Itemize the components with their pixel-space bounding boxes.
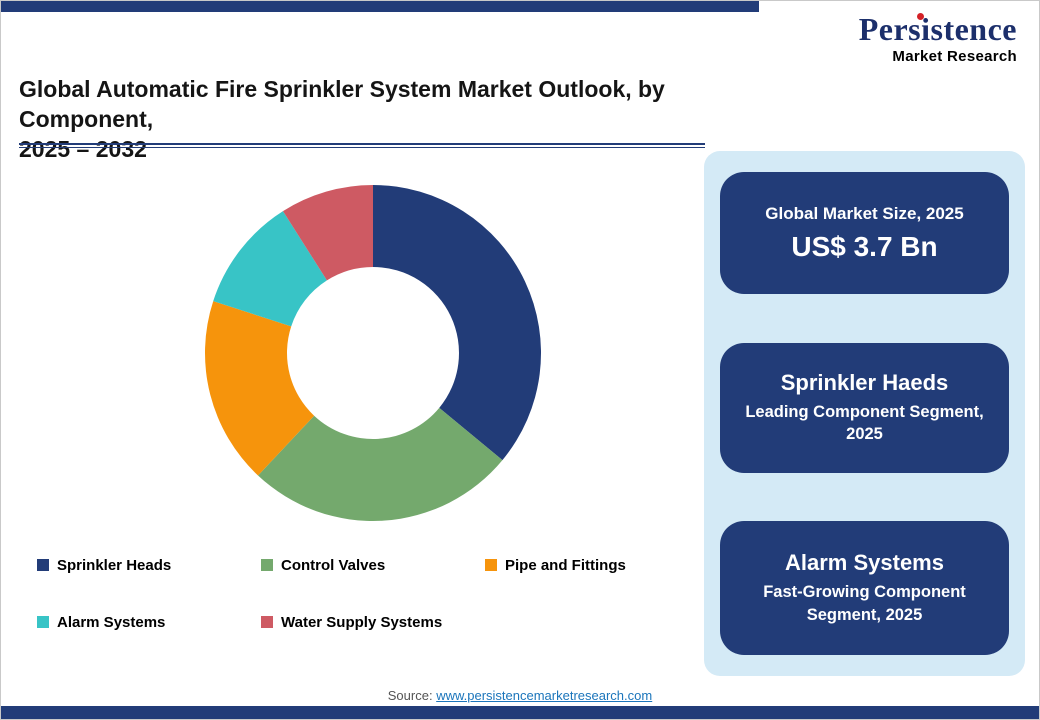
legend-swatch-icon [37,559,49,571]
legend-item: Water Supply Systems [261,614,485,631]
source-label: Source: [387,688,437,703]
logo-wordmark-wrap: Persistence [859,13,1017,45]
stat-card-fast-growing-segment: Alarm Systems Fast-Growing Component Seg… [720,521,1009,655]
donut-segment-pipe-and-fittings [204,301,315,476]
card-subtext: Fast-Growing Component Segment, 2025 [763,583,966,624]
page-title-line2: 2025 – 2032 [19,135,147,162]
source-line: Source: www.persistencemarketresearch.co… [1,688,1039,703]
pmr-logo: Persistence Market Research [859,13,1017,65]
card-heading: Alarm Systems [785,550,944,576]
donut-segment-water-supply-systems [282,185,373,281]
page-title-line1: Global Automatic Fire Sprinkler System M… [19,76,665,132]
page-title: Global Automatic Fire Sprinkler System M… [19,75,719,165]
legend-label: Control Valves [281,557,386,574]
legend-item: Pipe and Fittings [485,557,717,574]
donut-segment-sprinkler-heads [373,185,542,461]
legend-swatch-icon [485,559,497,571]
highlights-panel: Global Market Size, 2025 US$ 3.7 Bn Spri… [704,151,1025,676]
legend-item: Control Valves [261,557,485,574]
legend-label: Pipe and Fittings [505,557,626,574]
card-subtext: Leading Component Segment, 2025 [745,402,984,443]
logo-wordmark: Persistence [858,11,1017,47]
card-heading: Sprinkler Haeds [780,369,949,395]
logo-subtitle: Market Research [892,48,1017,65]
stat-card-leading-segment: Sprinkler Haeds Leading Component Segmen… [720,342,1009,473]
legend-item: Sprinkler Heads [37,557,261,574]
source-link[interactable]: www.persistencemarketresearch.com [436,688,653,703]
legend-label: Alarm Systems [57,614,166,631]
chart-legend: Sprinkler Heads Control Valves Pipe and Fi… [37,557,717,631]
legend-swatch-icon [37,616,49,628]
card-value: US$ 3.7 Bn [791,230,938,262]
logo-red-dot-icon [916,13,924,20]
legend-swatch-icon [261,616,273,628]
donut-chart [204,185,542,522]
card-heading: Global Market Size, 2025 [765,203,964,223]
legend-swatch-icon [261,559,273,571]
bottom-accent-bar [1,706,1039,719]
donut-segment-alarm-systems [213,211,327,327]
title-divider [19,143,705,148]
legend-label: Sprinkler Heads [57,557,172,574]
legend-label: Water Supply Systems [281,614,443,631]
legend-item: Alarm Systems [37,614,261,631]
donut-segment-control-valves [258,407,503,522]
top-accent-bar [1,1,759,12]
stat-card-market-size: Global Market Size, 2025 US$ 3.7 Bn [720,172,1009,294]
